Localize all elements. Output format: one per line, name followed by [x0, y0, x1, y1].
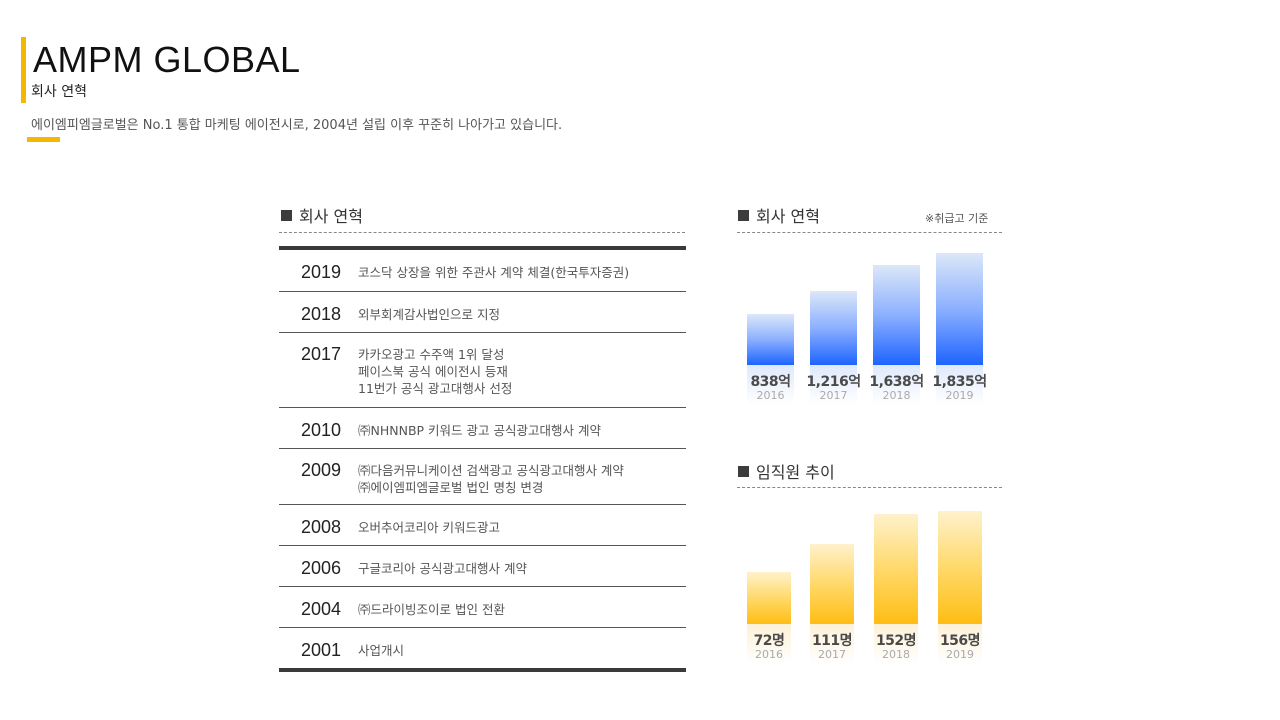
timeline-events: 코스닥 상장을 위한 주관사 계약 체결(한국투자증권) [358, 262, 686, 291]
employee-chart-title: 임직원 추이 [756, 463, 835, 482]
timeline-row: 2006 구글코리아 공식광고대행사 계약 [279, 545, 686, 586]
timeline-row: 2009 ㈜다음커뮤니케이션 검색광고 공식광고대행사 계약 ㈜에이엠피엠글로벌 법… [279, 448, 686, 504]
timeline-year: 2001 [301, 640, 342, 660]
timeline-event: 페이스북 공식 에이전시 등재 [358, 364, 508, 379]
square-bullet-icon [738, 210, 749, 221]
timeline-events: 사업개시 [358, 640, 686, 668]
bar-value-label: 156명 [939, 633, 981, 649]
timeline-heading-text: 회사 연혁 [299, 207, 363, 226]
page-description: 에이엠피엠글로벌은 No.1 통합 마케팅 에이전시로, 2004년 설립 이후… [31, 118, 563, 133]
bar-category-label: 2019 [946, 648, 974, 661]
revenue-chart-divider [737, 232, 1002, 233]
employee-chart-divider [737, 487, 1002, 488]
timeline-row: 2010 ㈜NHNNBP 키워드 광고 공식광고대행사 계약 [279, 407, 686, 448]
timeline-events: 구글코리아 공식광고대행사 계약 [358, 558, 686, 586]
revenue-chart-heading: 회사 연혁 [738, 207, 820, 227]
timeline-event: 구글코리아 공식광고대행사 계약 [358, 561, 527, 576]
timeline-row: 2004 ㈜드라이빙조이로 법인 전환 [279, 586, 686, 627]
timeline-year: 2004 [301, 599, 342, 619]
timeline-events: ㈜드라이빙조이로 법인 전환 [358, 599, 686, 627]
timeline-events: 외부회계감사법인으로 지정 [358, 304, 686, 332]
bar-label-background [874, 624, 918, 664]
timeline-event: 코스닥 상장을 위한 주관사 계약 체결(한국투자증권) [358, 265, 630, 280]
bar-2016 [747, 314, 794, 365]
bar-2017 [810, 291, 857, 365]
timeline-year: 2008 [301, 517, 342, 537]
timeline-events: ㈜다음커뮤니케이션 검색광고 공식광고대행사 계약 ㈜에이엠피엠글로벌 법인 명칭… [358, 460, 686, 504]
description-underline [27, 137, 60, 142]
bar-label-background [747, 365, 794, 405]
bar-value-label: 72명 [753, 633, 785, 649]
timeline-year: 2018 [301, 304, 342, 324]
bar-2018 [873, 265, 920, 365]
timeline-year: 2010 [301, 420, 342, 440]
timeline-row: 2018 외부회계감사법인으로 지정 [279, 291, 686, 332]
bar-2017 [810, 544, 854, 624]
bar-label-background [747, 624, 791, 664]
timeline-year: 2019 [301, 262, 342, 282]
timeline-event: 사업개시 [358, 643, 405, 658]
title-accent-bar [21, 37, 26, 103]
timeline-divider [279, 232, 685, 233]
timeline-events: 오버추어코리아 키워드광고 [358, 517, 686, 545]
timeline-event: 11번가 공식 광고대행사 선정 [358, 381, 513, 396]
bar-category-label: 2018 [882, 648, 910, 661]
timeline-event: ㈜드라이빙조이로 법인 전환 [358, 602, 505, 617]
employee-bar-chart: 72명 2016 111명 2017 152명 2018 156명 2019 [737, 496, 1002, 668]
bar-category-label: 2018 [882, 389, 911, 402]
bar-category-label: 2017 [818, 648, 846, 661]
bar-category-label: 2019 [945, 389, 974, 402]
timeline-heading: 회사 연혁 [281, 207, 363, 227]
bar-2018 [874, 514, 918, 624]
bar-2016 [747, 572, 791, 624]
bar-value-label: 1,638억 [869, 374, 924, 390]
bar-2019 [936, 253, 983, 365]
bar-2019 [938, 511, 982, 624]
timeline-event: 외부회계감사법인으로 지정 [358, 307, 500, 322]
bar-value-label: 838억 [750, 374, 791, 390]
bar-category-label: 2017 [819, 389, 848, 402]
timeline-year: 2006 [301, 558, 342, 578]
timeline-row: 2008 오버추어코리아 키워드광고 [279, 504, 686, 545]
timeline-table: 2019 코스닥 상장을 위한 주관사 계약 체결(한국투자증권) 2018 외부회계… [279, 246, 686, 672]
revenue-bar-chart: 838억 2016 1,216억 2017 1,638억 2018 1,835억 2019 [737, 240, 1002, 410]
bar-label-background [810, 624, 854, 664]
revenue-chart-note: ※취급고 기준 [925, 212, 989, 225]
page-subtitle: 회사 연혁 [31, 84, 87, 100]
timeline-year: 2009 [301, 460, 342, 480]
timeline-event: 오버추어코리아 키워드광고 [358, 520, 500, 535]
square-bullet-icon [738, 466, 749, 477]
timeline-event: ㈜NHNNBP 키워드 광고 공식광고대행사 계약 [358, 423, 601, 438]
timeline-event: 카카오광고 수주액 1위 달성 [358, 347, 505, 362]
bar-value-label: 1,216억 [806, 374, 861, 390]
employee-chart-heading: 임직원 추이 [738, 463, 835, 483]
revenue-chart-title: 회사 연혁 [756, 207, 820, 226]
timeline-row: 2019 코스닥 상장을 위한 주관사 계약 체결(한국투자증권) [279, 250, 686, 291]
bar-label-background [873, 365, 920, 405]
bar-label-background [936, 365, 983, 405]
square-bullet-icon [281, 210, 292, 221]
bar-value-label: 1,835억 [932, 374, 987, 390]
timeline-events: ㈜NHNNBP 키워드 광고 공식광고대행사 계약 [358, 420, 686, 448]
bar-value-label: 152명 [875, 633, 917, 649]
timeline-event: ㈜다음커뮤니케이션 검색광고 공식광고대행사 계약 [358, 463, 624, 478]
bar-category-label: 2016 [755, 648, 783, 661]
timeline-year: 2017 [301, 344, 342, 364]
bar-category-label: 2016 [756, 389, 785, 402]
bar-value-label: 111명 [811, 633, 853, 649]
bar-label-background [938, 624, 982, 664]
timeline-event: ㈜에이엠피엠글로벌 법인 명칭 변경 [358, 480, 544, 495]
page-title: AMPM GLOBAL [33, 39, 301, 80]
timeline-row: 2001 사업개시 [279, 627, 686, 668]
bar-label-background [810, 365, 857, 405]
